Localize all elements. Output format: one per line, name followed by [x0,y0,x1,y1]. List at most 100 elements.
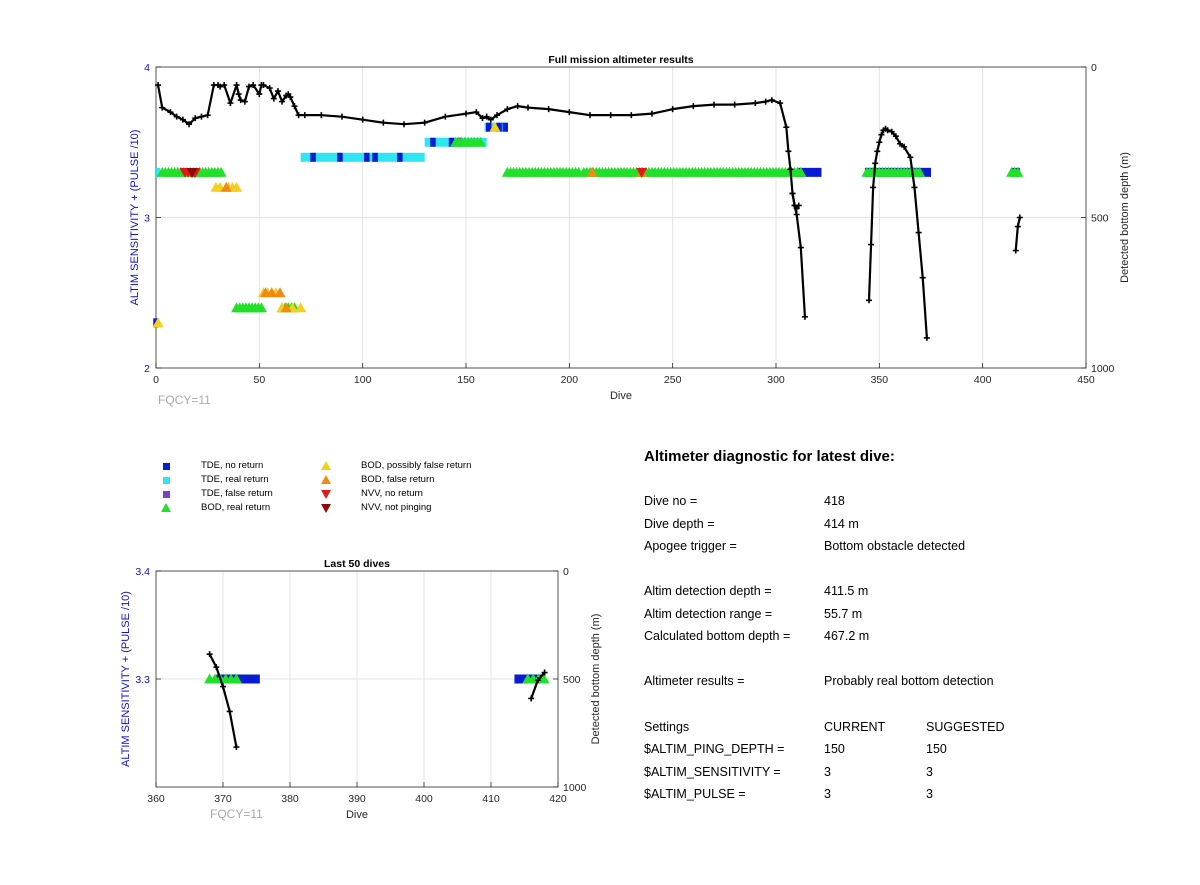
bod-marker [215,166,227,177]
y2-tick-label: 0 [563,566,569,578]
legend-label: NVV, no return [361,488,423,499]
depth-point [235,91,242,98]
tde-marker [364,152,370,162]
setting-suggested: 3 [926,765,933,779]
depth-point [279,98,286,105]
depth-point [159,104,166,111]
diagnostic-title: Altimeter diagnostic for latest dive: [644,448,895,465]
depth-point [494,112,500,119]
depth-point [483,113,490,120]
y2-axis-label: Detected bottom depth (m) [1119,152,1131,283]
setting-suggested: 3 [926,787,933,801]
tde-marker [496,122,502,132]
x-tick-label: 380 [281,793,299,805]
depth-point [227,100,234,107]
tde-marker [372,152,378,162]
current-header: CURRENT [824,720,886,734]
depth-point [237,97,244,104]
tde-marker [485,122,492,132]
y-axis-label: ALTIM SENSITIVITY + (PULSE /10) [129,130,141,306]
depth-point [233,82,240,89]
x-tick-label: 390 [348,793,366,805]
bod-marker [152,317,164,328]
depth-point [287,94,294,101]
legend-marker [163,477,170,484]
depth-point [793,205,800,212]
depth-point [291,103,298,110]
depth-point [870,184,877,191]
depth-point [797,244,804,251]
x-tick-label: 50 [253,374,265,386]
depth-point [270,95,277,102]
x-tick-label: 370 [214,793,232,805]
depth-point [217,83,224,90]
setting-name: $ALTIM_PULSE = [644,787,746,801]
dive-no-value: 418 [824,494,845,508]
depth-point [246,83,252,90]
depth-point [487,116,494,123]
tde-marker-run [300,152,425,162]
bod-marker [1012,166,1024,177]
bod-marker [231,181,243,192]
depth-point [226,708,233,715]
x-axis-label: Dive [610,390,632,402]
bod-marker [220,181,232,192]
depth-point [380,119,387,126]
depth-point [301,112,308,119]
legend-label: BOD, false return [361,474,435,485]
tde-marker [397,152,403,162]
depth-point [155,82,162,89]
setting-name: $ALTIM_SENSITIVITY = [644,765,781,779]
depth-point [1014,223,1021,230]
depth-point [911,184,918,191]
depth-point [690,103,697,110]
suggested-header: SUGGESTED [926,720,1005,734]
tde-marker [430,137,436,147]
depth-line [156,83,807,317]
depth-point [874,148,881,155]
x-tick-label: 200 [561,374,579,386]
depth-point [876,139,883,146]
depth-point [897,140,903,147]
depth-point [793,211,800,218]
altim-range-label: Altim detection range = [644,607,773,621]
depth-point [514,103,521,110]
depth-point [711,101,717,108]
apogee-value: Bottom obstacle detected [824,539,966,553]
y-tick-label: 2 [144,363,150,375]
bod-marker [586,166,598,177]
bod-marker [795,166,807,177]
tde-marker [310,152,316,162]
depth-point [473,109,480,116]
dive-depth-label: Dive depth = [644,517,715,531]
legend-label: TDE, no return [201,460,264,471]
setting-suggested: 150 [926,742,947,756]
legend-marker [163,463,170,470]
x-tick-label: 450 [1077,374,1095,386]
bod-marker [266,287,278,298]
depth-point [285,91,292,98]
x-tick-label: 150 [457,374,475,386]
depth-point [359,116,366,123]
depth-point [545,106,552,113]
depth-point [787,166,794,173]
nvv-marker [186,167,198,178]
depth-point [401,121,407,128]
depth-line [791,193,800,210]
tde-marker [448,137,455,147]
depth-point [274,88,281,95]
legend-label: BOD, real return [201,502,271,513]
depth-point [250,82,257,89]
depth-point [872,160,879,167]
depth-point [866,297,872,304]
dive-no-label: Dive no = [644,494,698,508]
depth-point [179,116,186,123]
depth-point [295,112,302,119]
bod-marker [538,673,550,684]
depth-point [901,143,908,150]
calc-bottom-value: 467.2 m [824,629,870,643]
apogee-label: Apogee trigger = [644,539,737,553]
depth-point [884,127,891,134]
depth-point [669,106,676,113]
